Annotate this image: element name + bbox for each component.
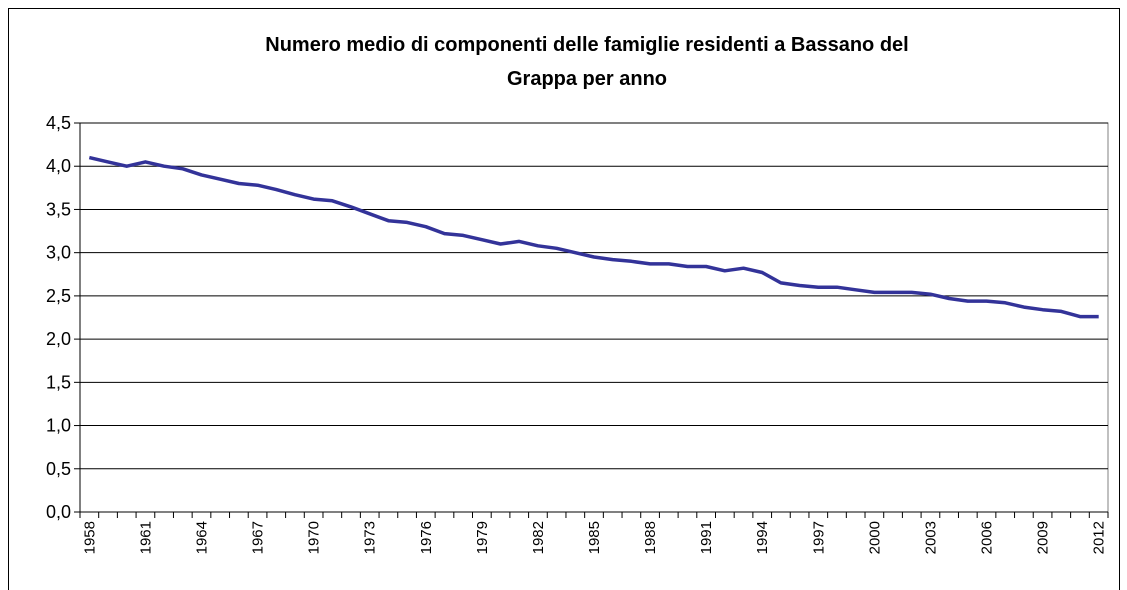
x-tick-label: 1997 <box>810 521 827 554</box>
y-tick-label: 1,5 <box>46 372 71 392</box>
y-tick-label: 0,0 <box>46 502 71 522</box>
y-tick-label: 1,0 <box>46 416 71 436</box>
data-line <box>88 155 1099 319</box>
x-tick-label: 1970 <box>306 521 323 554</box>
x-tick-label: 1994 <box>754 521 771 554</box>
chart-title: Numero medio di componenti delle famigli… <box>265 34 908 56</box>
x-tick-label: 2003 <box>922 521 939 554</box>
y-tick-label: 3,5 <box>46 199 71 219</box>
y-tick-label: 2,5 <box>46 286 71 306</box>
plot-area <box>79 122 1109 513</box>
y-tick-label: 2,0 <box>46 329 71 349</box>
x-tick-label: 1976 <box>418 521 435 554</box>
x-tick-label: 1979 <box>474 521 491 554</box>
x-tick-label: 1967 <box>250 521 267 554</box>
x-tick-label: 1982 <box>530 521 547 554</box>
chart-title: Grappa per anno <box>507 68 667 90</box>
x-tick-label: 1958 <box>81 521 98 554</box>
y-tick-label: 4,0 <box>46 156 71 176</box>
y-tick-label: 3,0 <box>46 243 71 263</box>
x-tick-label: 2006 <box>979 521 996 554</box>
x-tick-label: 1988 <box>642 521 659 554</box>
x-tick-label: 1964 <box>193 521 210 554</box>
x-tick-label: 2009 <box>1035 521 1052 554</box>
x-tick-label: 1991 <box>698 521 715 554</box>
x-tick-label: 2000 <box>866 521 883 554</box>
y-tick-label: 0,5 <box>46 459 71 479</box>
x-tick-label: 1985 <box>586 521 603 554</box>
x-tick-label: 1961 <box>137 521 154 554</box>
y-tick-label: 4,5 <box>46 113 71 133</box>
x-tick-label: 1973 <box>362 521 379 554</box>
x-tick-label: 2012 <box>1091 521 1108 554</box>
